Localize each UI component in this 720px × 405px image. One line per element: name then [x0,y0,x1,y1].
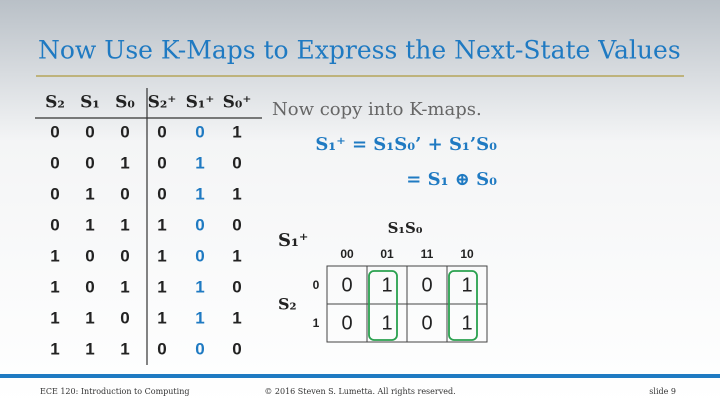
kmap-cell: 1 [381,312,392,334]
table-header: S₂⁺ [148,93,177,113]
table-cell: 1 [195,153,204,172]
kmap-column-label: 11 [421,247,434,261]
table-cell: 0 [85,122,94,141]
table-cell: 0 [50,153,59,172]
kmap-column-label: 01 [380,247,394,261]
table-header: S₁ [80,93,100,113]
table-header: S₀ [115,93,135,113]
table-cell: 1 [120,339,129,358]
kmap-cell: 0 [421,312,432,334]
table-cell: 0 [50,215,59,234]
table-cell: 1 [232,184,241,203]
table-cell: 0 [232,339,241,358]
table-cell: 0 [120,308,129,327]
kmap-column-label: 00 [340,247,354,261]
table-cell: 1 [85,339,94,358]
equation-simplified: = S₁ ⊕ S₀ [406,169,497,190]
table-cell: 1 [85,308,94,327]
table-cell: 1 [50,339,59,358]
table-cell: 1 [50,308,59,327]
table-cell: 1 [157,277,166,296]
table-cell: 1 [157,308,166,327]
table-cell: 1 [157,246,166,265]
equation: S₁⁺ = S₁S₀’ + S₁’S₀ [315,134,497,155]
footer-copyright: © 2016 Steven S. Lumetta. All rights res… [264,387,455,396]
table-cell: 0 [195,246,204,265]
kmap-cell: 0 [341,312,352,334]
table-cell: 0 [232,215,241,234]
table-cell: 1 [50,246,59,265]
table-cell: 1 [120,277,129,296]
table-cell: 1 [120,215,129,234]
table-cell: 1 [232,308,241,327]
table-cell: 0 [232,277,241,296]
intro-text: Now copy into K-maps. [272,99,482,120]
kmap-cell: 1 [461,312,472,334]
slide-title: Now Use K-Maps to Express the Next-State… [38,36,681,65]
kmap-loop [368,270,398,341]
table-cell: 0 [85,153,94,172]
footer-course: ECE 120: Introduction to Computing [40,387,189,396]
kmap-cell: 1 [461,274,472,296]
table-cell: 0 [120,184,129,203]
table-cell: 1 [85,184,94,203]
kmap-cell: 1 [381,274,392,296]
table-cell: 0 [85,246,94,265]
table-cell: 1 [120,153,129,172]
table-cell: 0 [50,122,59,141]
table-cell: 1 [85,215,94,234]
table-cell: 0 [157,184,166,203]
table-cell: 0 [157,153,166,172]
table-cell: 0 [195,122,204,141]
kmap-row-variable: S₂ [278,295,297,314]
kmap-column-variables: S₁S₀ [388,219,423,237]
table-cell: 0 [232,153,241,172]
table-cell: 0 [120,122,129,141]
table-cell: 1 [232,122,241,141]
footer-bar [0,374,720,378]
table-cell: 1 [157,215,166,234]
table-cell: 0 [85,277,94,296]
table-cell: 0 [195,339,204,358]
footer-slide: slide 9 [649,387,676,396]
table-header: S₂ [45,93,65,113]
table-cell: 0 [157,339,166,358]
table-cell: 1 [195,184,204,203]
kmap-cell: 0 [421,274,432,296]
kmap-loop [448,270,478,341]
table-cell: 1 [195,277,204,296]
kmap-row-label: 1 [313,316,320,330]
table-cell: 0 [157,122,166,141]
kmap-column-label: 10 [460,247,474,261]
kmap-row-label: 0 [313,278,320,292]
table-cell: 0 [50,184,59,203]
table-header: S₀⁺ [223,93,252,113]
table-cell: 0 [120,246,129,265]
table-cell: 0 [195,215,204,234]
table-cell: 1 [50,277,59,296]
table-cell: 1 [232,246,241,265]
table-header: S₁⁺ [186,93,215,113]
kmap-output: S₁⁺ [278,230,308,251]
table-cell: 1 [195,308,204,327]
kmap-cell: 0 [341,274,352,296]
